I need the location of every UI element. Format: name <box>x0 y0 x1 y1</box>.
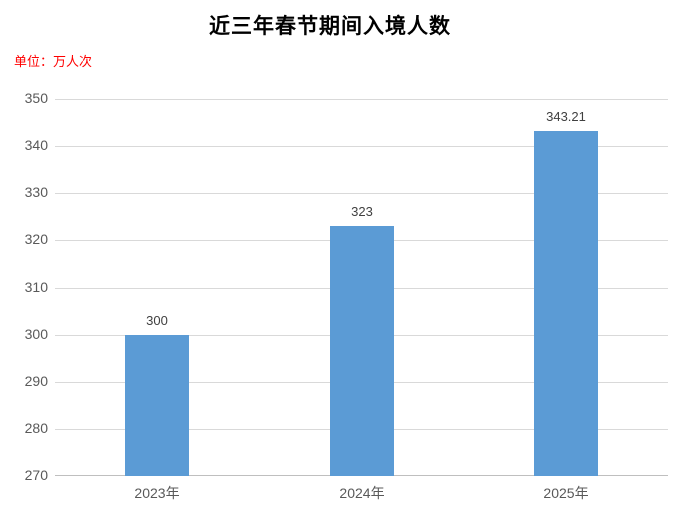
bar-2024年 <box>330 226 394 476</box>
unit-label: 单位：万人次 <box>14 54 93 69</box>
gridline-350 <box>55 99 668 100</box>
y-tick-label-280: 280 <box>24 420 48 436</box>
y-tick-label-270: 270 <box>24 467 48 483</box>
x-tick-label-2025年: 2025年 <box>543 485 589 501</box>
y-tick-label-310: 310 <box>24 279 48 295</box>
gridline-330 <box>55 193 668 194</box>
gridline-340 <box>55 146 668 147</box>
bar-2023年 <box>125 335 189 476</box>
y-tick-label-330: 330 <box>24 184 48 200</box>
data-label-2023年: 300 <box>146 313 168 328</box>
y-tick-label-350: 350 <box>24 90 48 106</box>
data-label-2024年: 323 <box>351 204 373 219</box>
y-tick-label-300: 300 <box>24 326 48 342</box>
y-tick-label-290: 290 <box>24 373 48 389</box>
y-tick-label-340: 340 <box>24 137 48 153</box>
plot-area: 270 280 290 300 310 320 330 340 350 300 323 343.21… <box>25 90 668 501</box>
x-tick-label-2024年: 2024年 <box>339 485 385 501</box>
chart-title: 近三年春节期间入境人数 <box>209 14 451 38</box>
bar-2025年 <box>534 131 598 476</box>
data-label-2025年: 343.21 <box>546 109 586 124</box>
x-tick-label-2023年: 2023年 <box>134 485 180 501</box>
y-tick-label-320: 320 <box>24 231 48 247</box>
